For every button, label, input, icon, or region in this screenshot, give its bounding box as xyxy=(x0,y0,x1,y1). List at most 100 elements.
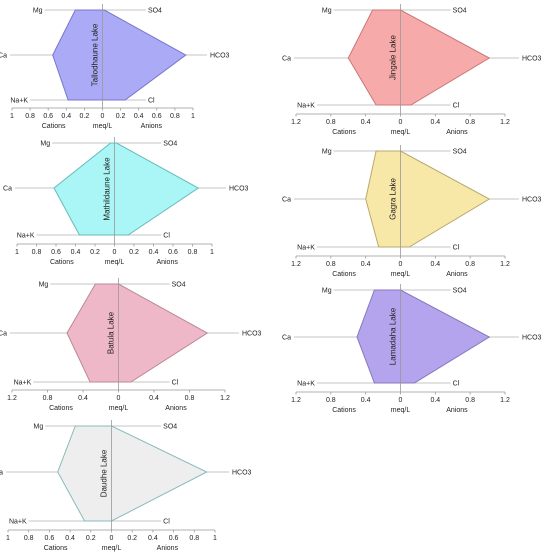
cl-label: Cl xyxy=(453,381,460,388)
cations-axis-label: Cations xyxy=(332,129,356,136)
cl-label: Cl xyxy=(172,380,179,387)
so4-label: SO4 xyxy=(148,8,162,15)
x-tick-label: 0.8 xyxy=(326,397,336,404)
cations-axis-label: Cations xyxy=(332,271,356,278)
anions-axis-label: Anions xyxy=(446,407,468,414)
x-tick-label: 0.8 xyxy=(25,113,35,120)
x-tick-label: 0.4 xyxy=(148,535,158,542)
x-tick-label: 1.2 xyxy=(500,119,510,126)
stiff-panel-2: Mg Ca Na+K SO4 HCO3 Cl 1.2 0.8 0.4 0 0.4 0.8 1.2 Cati… xyxy=(282,4,542,136)
meq-axis-label: meq/L xyxy=(105,259,125,266)
x-tick-label: 0.8 xyxy=(465,261,475,268)
x-tick-label: 0.4 xyxy=(149,249,159,256)
cl-label: Cl xyxy=(148,98,155,105)
meq-axis-label: meq/L xyxy=(109,405,129,412)
nak-label: Na+K xyxy=(297,381,315,388)
x-tick-label: 0.8 xyxy=(188,249,198,256)
x-tick-label: 1.2 xyxy=(500,261,510,268)
x-tick-label: 0 xyxy=(101,113,105,120)
cl-label: Cl xyxy=(453,245,460,252)
lake-name-label: Batula Lake xyxy=(107,311,116,354)
ca-label: Ca xyxy=(282,56,291,63)
ca-label: Ca xyxy=(0,331,7,338)
hco3-label: HCO3 xyxy=(522,335,542,342)
x-tick-label: 0 xyxy=(399,397,403,404)
x-tick-label: 0.8 xyxy=(189,535,199,542)
so4-label: SO4 xyxy=(453,149,467,156)
stiff-polygon xyxy=(356,289,491,384)
cations-axis-label: Cations xyxy=(44,545,68,552)
x-tick-label: 0.4 xyxy=(61,113,71,120)
x-tick-label: 1.2 xyxy=(7,395,17,402)
meq-axis-label: meq/L xyxy=(391,407,411,414)
x-tick-label: 1.2 xyxy=(500,397,510,404)
x-tick-label: 0.4 xyxy=(78,395,88,402)
lake-name-label: Daudhe Lake xyxy=(100,449,109,497)
so4-label: SO4 xyxy=(453,288,467,295)
stiff-polygon xyxy=(52,9,187,101)
cations-axis-label: Cations xyxy=(332,407,356,414)
x-tick-label: 1 xyxy=(213,535,217,542)
x-tick-label: 1 xyxy=(15,249,19,256)
x-tick-label: 0 xyxy=(110,535,114,542)
anions-axis-label: Anions xyxy=(165,405,187,412)
x-tick-label: 0.8 xyxy=(32,249,42,256)
meq-axis-label: meq/L xyxy=(102,545,122,552)
x-tick-label: 0.8 xyxy=(465,397,475,404)
x-tick-label: 1.2 xyxy=(291,397,301,404)
stiff-panel-3: Mg Ca Na+K SO4 HCO3 Cl 1 0.8 0.6 0.4 0.2 0 0.2 0.4 0.6… xyxy=(3,137,249,266)
anions-axis-label: Anions xyxy=(157,545,179,552)
anions-axis-label: Anions xyxy=(156,259,178,266)
x-tick-label: 0.4 xyxy=(65,535,75,542)
cl-label: Cl xyxy=(453,103,460,110)
x-tick-label: 1.2 xyxy=(220,395,230,402)
anions-axis-label: Anions xyxy=(446,129,468,136)
lake-name-label: Gagra Lake xyxy=(389,178,398,220)
x-tick-label: 0.8 xyxy=(43,395,53,402)
x-tick-label: 1 xyxy=(10,113,14,120)
mg-label: Mg xyxy=(322,8,332,15)
x-tick-label: 0.4 xyxy=(134,113,144,120)
ca-label: Ca xyxy=(0,53,7,60)
ca-label: Ca xyxy=(282,197,291,204)
lake-name-label: Lamadaha Lake xyxy=(389,307,398,365)
stiff-panel-4: Mg Ca Na+K SO4 HCO3 Cl 1.2 0.8 0.4 0 0.4 0.8 1.2 Cati… xyxy=(282,145,542,278)
x-tick-label: 0 xyxy=(399,261,403,268)
mg-label: Mg xyxy=(40,141,50,148)
x-tick-label: 0.4 xyxy=(149,395,159,402)
x-tick-label: 0.2 xyxy=(86,535,96,542)
meq-axis-label: meq/L xyxy=(391,129,411,136)
ca-label: Ca xyxy=(282,335,291,342)
lake-name-label: Mathildaune Lake xyxy=(103,157,112,221)
stiff-polygon xyxy=(53,142,200,236)
x-tick-label: 0.6 xyxy=(152,113,162,120)
x-tick-label: 0.4 xyxy=(361,119,371,126)
meq-axis-label: meq/L xyxy=(93,123,113,130)
cations-axis-label: Cations xyxy=(49,405,73,412)
lake-name-label: Jingale Lake xyxy=(389,34,398,79)
ca-label: Ca xyxy=(3,186,12,193)
mg-label: Mg xyxy=(39,282,49,289)
nak-label: Na+K xyxy=(10,98,28,105)
x-tick-label: 1 xyxy=(191,113,195,120)
cations-axis-label: Cations xyxy=(42,123,66,130)
cations-axis-label: Cations xyxy=(50,259,74,266)
lake-name-label: Tallodhaune Lake xyxy=(91,23,100,86)
nak-label: Na+K xyxy=(297,103,315,110)
x-tick-label: 0.2 xyxy=(90,249,100,256)
stiff-panel-5: Mg Ca Na+K SO4 HCO3 Cl 1.2 0.8 0.4 0 0.4 0.8 1.2 Cati… xyxy=(0,278,262,412)
stiff-polygon xyxy=(347,9,491,106)
stiff-polygon xyxy=(365,150,491,248)
x-tick-label: 0.4 xyxy=(71,249,81,256)
x-tick-label: 1 xyxy=(6,535,10,542)
x-tick-label: 1 xyxy=(210,249,214,256)
x-tick-label: 0.2 xyxy=(129,249,139,256)
nak-label: Na+K xyxy=(9,519,27,526)
nak-label: Na+K xyxy=(297,245,315,252)
so4-label: SO4 xyxy=(453,8,467,15)
hco3-label: HCO3 xyxy=(242,331,262,338)
hco3-label: HCO3 xyxy=(522,56,542,63)
x-tick-label: 0.8 xyxy=(170,113,180,120)
x-tick-label: 0.4 xyxy=(361,397,371,404)
nak-label: Na+K xyxy=(14,380,32,387)
